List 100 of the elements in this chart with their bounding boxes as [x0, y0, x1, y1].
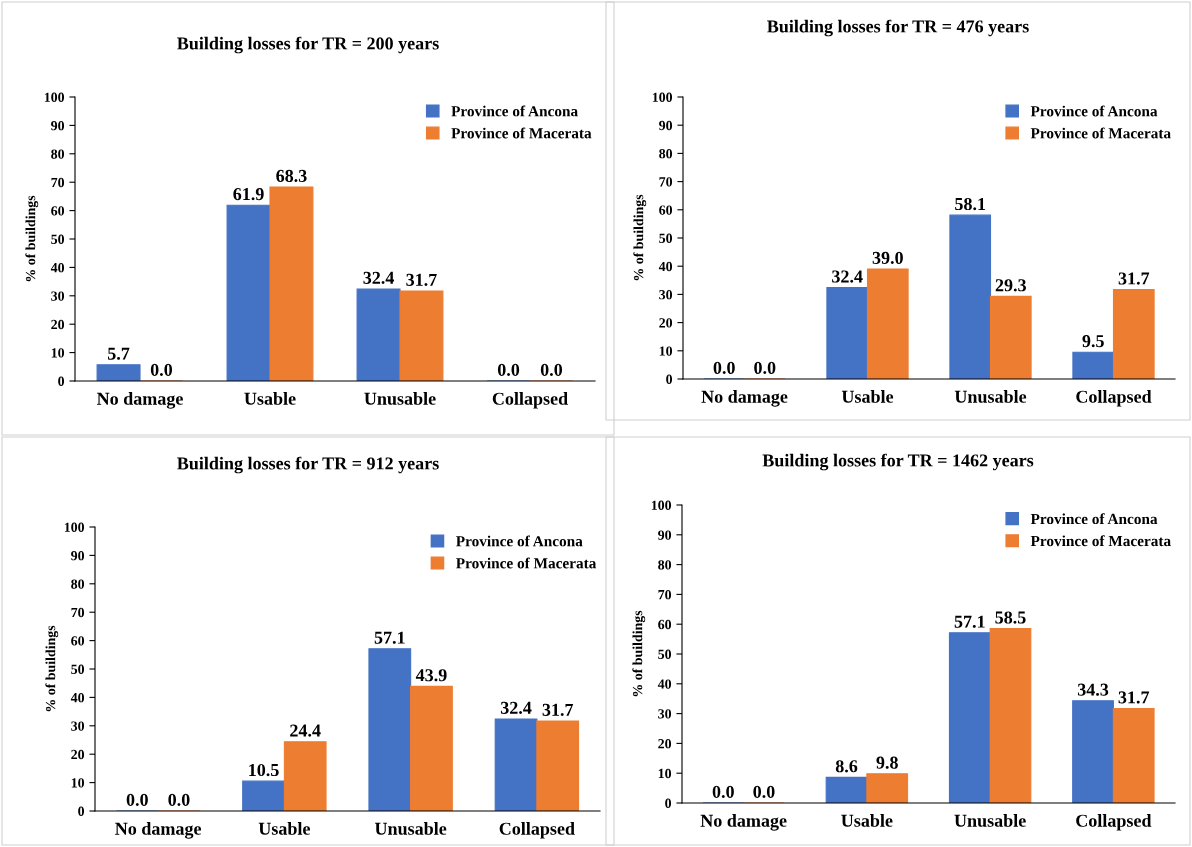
- y-tick-label: 40: [50, 262, 65, 273]
- legend-label: Province of Ancona: [1030, 513, 1158, 525]
- data-label: 24.4: [290, 724, 321, 737]
- x-tick-label: No damage: [96, 392, 183, 409]
- y-tick-label: 100: [652, 92, 673, 102]
- data-label: 31.7: [406, 273, 437, 286]
- y-tick-label: 60: [659, 205, 673, 215]
- data-label: 8.6: [835, 760, 858, 773]
- y-tick-label: 30: [71, 721, 85, 731]
- y-tick-label: 10: [659, 346, 673, 356]
- y-tick-label: 90: [658, 530, 672, 540]
- x-tick-label: Usable: [841, 814, 893, 827]
- data-label: 68.3: [276, 169, 307, 183]
- y-tick-label: 60: [51, 206, 65, 216]
- y-tick-label: 50: [659, 233, 673, 243]
- data-label: 0.0: [168, 793, 190, 807]
- y-tick-label: 80: [71, 579, 85, 589]
- x-tick-label: Unusable: [374, 822, 447, 835]
- data-label: 0.0: [713, 361, 735, 375]
- y-tick-label: 100: [64, 522, 85, 532]
- y-tick-label: 10: [71, 778, 85, 788]
- y-tick-label: 0: [666, 374, 673, 384]
- x-tick-label: Collapsed: [1076, 814, 1152, 831]
- y-tick-label: 80: [658, 560, 672, 570]
- y-tick-label: 40: [70, 692, 85, 703]
- data-label: 9.5: [1082, 335, 1104, 348]
- y-tick-label: 70: [51, 177, 65, 188]
- data-label: 29.3: [995, 279, 1026, 292]
- data-label: 10.5: [249, 763, 279, 777]
- y-axis-title: % of buildings: [45, 625, 59, 712]
- y-tick-label: 100: [44, 92, 65, 102]
- x-tick-label: No damage: [701, 390, 788, 407]
- x-tick-label: Unusable: [954, 390, 1027, 403]
- y-tick-label: 90: [71, 550, 85, 561]
- y-tick-label: 50: [51, 234, 65, 244]
- y-tick-label: 70: [658, 589, 672, 600]
- y-tick-label: 20: [658, 738, 672, 749]
- y-tick-label: 70: [71, 607, 85, 618]
- data-label: 0.0: [497, 363, 520, 377]
- data-label: 5.7: [107, 347, 130, 360]
- y-tick-label: 30: [51, 291, 65, 301]
- y-tick-label: 70: [659, 177, 673, 187]
- legend-label: Province of Macerata: [451, 127, 592, 139]
- x-tick-label: Unusable: [954, 814, 1026, 827]
- y-tick-label: 30: [659, 289, 673, 300]
- y-tick-label: 60: [658, 619, 672, 630]
- data-label: 31.7: [542, 703, 574, 716]
- chart-title: Building losses for TR = 912 years: [177, 456, 439, 474]
- y-tick-label: 30: [658, 709, 672, 719]
- y-tick-label: 10: [51, 348, 65, 358]
- x-tick-label: Usable: [841, 390, 894, 403]
- legend-label: Province of Macerata: [1030, 127, 1171, 139]
- y-tick-label: 50: [658, 649, 672, 659]
- y-tick-label: 0: [78, 806, 85, 816]
- data-label: 32.4: [500, 701, 532, 715]
- x-tick-label: Collapsed: [492, 392, 568, 409]
- data-label: 32.4: [832, 270, 863, 283]
- x-tick-label: No damage: [115, 822, 202, 839]
- legend-label: Province of Macerata: [1030, 535, 1171, 547]
- chart-title: Building losses for TR = 476 years: [767, 19, 1029, 37]
- y-tick-label: 40: [658, 261, 673, 272]
- x-tick-label: No damage: [700, 814, 787, 831]
- x-tick-label: Usable: [258, 822, 310, 835]
- data-label: 57.1: [954, 615, 985, 628]
- data-label: 0.0: [753, 785, 775, 799]
- y-axis-title: % of buildings: [633, 194, 647, 281]
- data-label: 34.3: [1077, 683, 1109, 696]
- data-label: 57.1: [374, 631, 405, 644]
- x-tick-label: Collapsed: [1076, 390, 1152, 407]
- y-tick-label: 20: [659, 318, 673, 328]
- x-tick-label: Usable: [244, 392, 296, 405]
- data-label: 31.7: [1118, 272, 1150, 285]
- data-label: 58.5: [995, 611, 1026, 624]
- y-axis-title: % of buildings: [632, 610, 646, 697]
- y-axis-title: % of buildings: [25, 195, 39, 282]
- y-tick-label: 0: [665, 798, 672, 808]
- y-tick-label: 60: [71, 636, 85, 646]
- legend-label: Province of Ancona: [456, 535, 583, 547]
- data-label: 0.0: [712, 785, 734, 799]
- data-label: 0.0: [150, 363, 173, 377]
- y-tick-label: 90: [51, 120, 65, 131]
- data-label: 0.0: [126, 793, 148, 807]
- x-tick-label: Unusable: [364, 392, 436, 405]
- data-label: 0.0: [754, 361, 776, 375]
- data-label: 32.4: [363, 271, 395, 285]
- legend-label: Province of Ancona: [1030, 105, 1158, 117]
- data-label: 9.8: [876, 756, 898, 769]
- legend-label: Province of Macerata: [456, 557, 597, 569]
- chart-title: Building losses for TR = 200 years: [177, 36, 439, 54]
- x-tick-label: Collapsed: [499, 822, 575, 839]
- y-tick-label: 0: [58, 376, 65, 386]
- y-tick-label: 20: [51, 319, 65, 330]
- y-tick-label: 10: [658, 768, 672, 779]
- chart-title: Building losses for TR = 1462 years: [762, 453, 1034, 471]
- data-label: 39.0: [872, 251, 903, 265]
- legend-label: Province of Ancona: [451, 105, 578, 117]
- y-tick-label: 40: [657, 679, 672, 689]
- y-tick-label: 90: [659, 120, 673, 131]
- y-tick-label: 20: [71, 749, 85, 760]
- data-label: 61.9: [233, 188, 264, 201]
